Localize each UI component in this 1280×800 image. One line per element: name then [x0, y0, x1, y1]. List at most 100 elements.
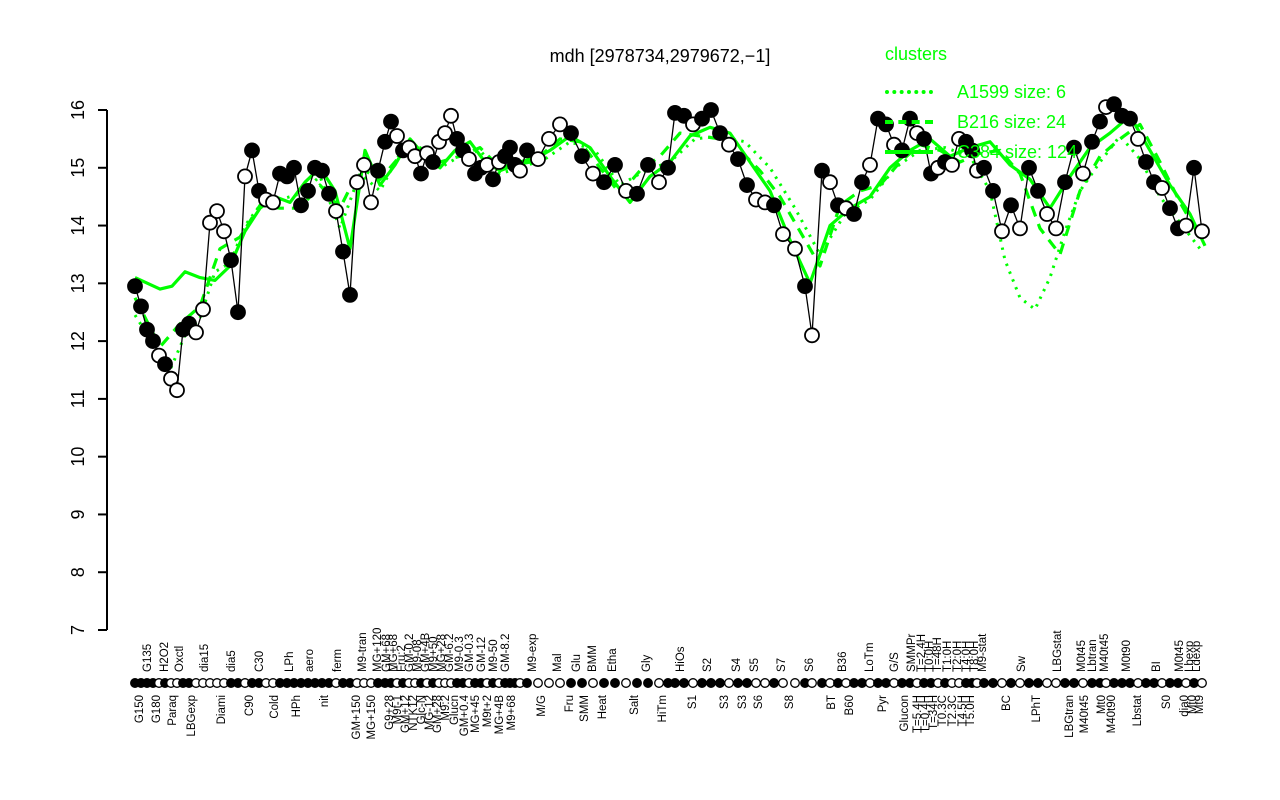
band-marker — [1197, 678, 1207, 688]
data-point — [985, 182, 1001, 199]
data-point — [300, 182, 316, 199]
x-tick-label: Lbtran — [1087, 639, 1099, 672]
band-marker — [1087, 678, 1097, 688]
x-tick-label: M9+68 — [506, 695, 518, 730]
data-point — [822, 174, 838, 191]
band-marker — [760, 678, 770, 688]
data-point — [739, 177, 755, 194]
band-marker — [742, 678, 752, 688]
data-point — [133, 298, 149, 315]
x-tick-label: GM+28 — [432, 695, 444, 733]
legend-entry: A1599 size: 6 — [885, 77, 1077, 107]
x-tick-label: S3 — [719, 695, 731, 709]
x-tick-label: Heat — [597, 694, 609, 719]
legend-title: clusters — [885, 44, 948, 64]
band-marker — [632, 678, 642, 688]
data-point — [314, 162, 330, 179]
x-tick-label: LBGexp — [186, 695, 198, 737]
data-point — [342, 286, 358, 303]
data-point — [127, 278, 143, 295]
x-tick-label: dia0 — [1179, 695, 1191, 717]
data-point — [1138, 154, 1154, 170]
band-marker — [1117, 678, 1127, 688]
x-tick-label: GM-6.2 — [444, 634, 456, 672]
data-point — [461, 151, 477, 168]
band-marker — [1015, 678, 1025, 688]
x-tick-label: M0t45 — [1076, 640, 1088, 672]
band-marker — [599, 678, 609, 688]
x-tick-label: H2O2 — [159, 642, 171, 672]
data-point — [1092, 113, 1108, 130]
band-marker — [865, 678, 875, 688]
band-marker — [1051, 678, 1061, 688]
data-point — [1030, 182, 1046, 199]
x-tick-label: M9-tran — [357, 632, 369, 672]
x-tick-label: Gly — [641, 655, 653, 673]
data-point — [370, 162, 386, 179]
x-tick-label: M40t45 — [1099, 634, 1111, 672]
data-point — [787, 240, 803, 257]
band-marker — [733, 678, 743, 688]
x-tick-label: Fru — [564, 695, 576, 712]
data-point — [356, 156, 372, 173]
band-marker — [724, 678, 734, 688]
band-marker — [577, 678, 587, 688]
x-tick-label: S4 — [731, 657, 743, 672]
data-point — [335, 243, 351, 260]
band-marker — [1181, 678, 1191, 688]
x-tick-label: Diami — [216, 695, 228, 724]
band-marker — [697, 678, 707, 688]
band-marker — [566, 678, 576, 688]
data-point — [157, 356, 173, 373]
data-point — [363, 194, 379, 211]
band-marker — [522, 678, 532, 688]
data-point — [730, 151, 746, 168]
x-tick-label: M9t+2 — [482, 695, 494, 727]
x-tick-label: Glu — [571, 654, 583, 672]
data-point — [1075, 165, 1091, 182]
x-tick-label: Glc-N — [416, 695, 428, 724]
band-marker — [679, 678, 689, 688]
x-tick-label: S1 — [687, 695, 699, 709]
x-tick-label: G/S — [889, 652, 901, 672]
x-tick-label: B60 — [844, 695, 856, 715]
y-axis: 7 8 9 10 11 12 13 14 15 16 — [68, 100, 108, 635]
x-tick-label: T=0.4H — [920, 695, 932, 733]
x-tick-label: S2 — [702, 658, 714, 672]
data-point — [485, 171, 501, 188]
x-tick-label: S6 — [804, 658, 816, 672]
legend-entry-label: C384 size: 124 — [957, 141, 1078, 162]
x-tick-label: C90 — [244, 695, 256, 716]
band-marker — [873, 678, 883, 688]
data-point — [660, 159, 676, 176]
x-tick-label: SMMPr — [906, 634, 918, 673]
band-marker — [1109, 678, 1119, 688]
x-tick-label: nit — [319, 694, 331, 707]
x-tick-label: MG+150 — [366, 695, 378, 739]
x-tick-label: T2.3C — [947, 695, 959, 726]
data-point — [1012, 220, 1028, 237]
x-tick-label: HiOs — [675, 646, 687, 672]
data-point — [651, 174, 667, 191]
data-point — [293, 197, 309, 214]
x-tick-label: dia15 — [199, 644, 211, 672]
band-marker — [1173, 678, 1183, 688]
x-tick-label: T8:0H — [969, 641, 981, 672]
x-tick-label: aero — [304, 649, 316, 672]
data-point — [413, 165, 429, 182]
x-tick-label: M9-08 — [412, 639, 424, 672]
data-point — [349, 174, 365, 191]
data-point — [321, 185, 337, 202]
y-tick-label: 14 — [68, 216, 88, 236]
data-point — [519, 142, 535, 159]
band-marker — [897, 678, 907, 688]
data-point — [1039, 206, 1055, 222]
data-point — [195, 301, 211, 318]
x-tick-label: S6 — [753, 695, 765, 709]
band-marker — [778, 678, 788, 688]
data-point — [230, 304, 246, 321]
x-tick-label: GM+68 — [381, 634, 393, 672]
band-marker — [825, 678, 835, 688]
data-point — [596, 174, 612, 191]
